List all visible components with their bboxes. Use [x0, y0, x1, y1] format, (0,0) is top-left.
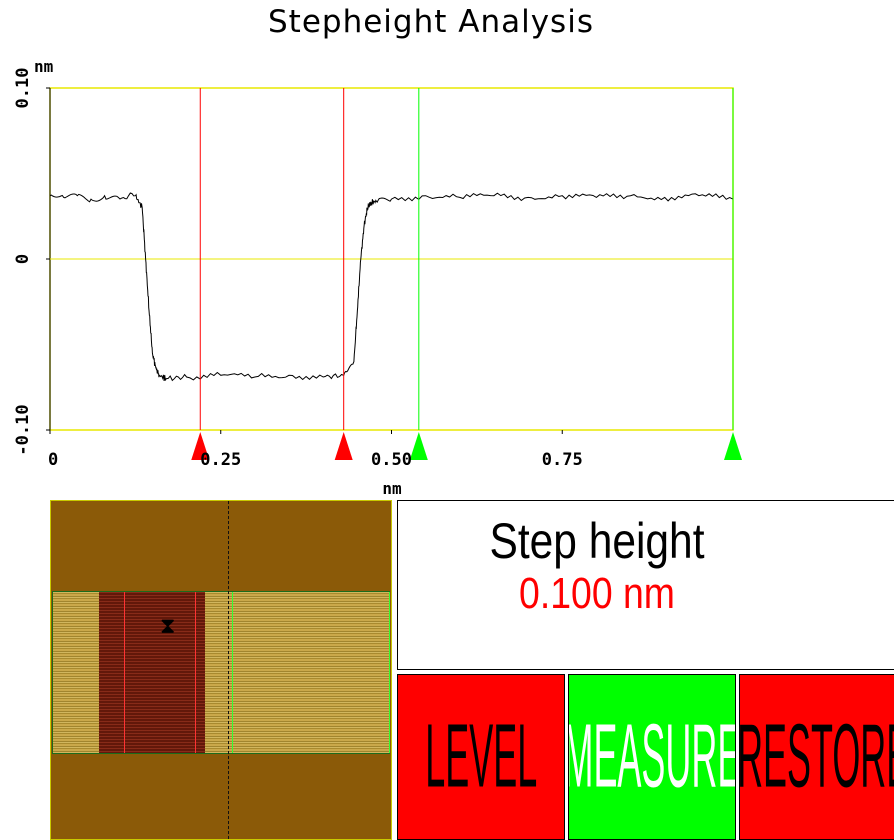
scan-line-2: [232, 592, 233, 753]
scale-bar-icon[interactable]: ⧗: [160, 614, 176, 639]
y-tick-label-0: 0.10: [13, 68, 33, 109]
cursor-marker-1: [334, 432, 353, 460]
cursor-marker-2: [409, 432, 428, 460]
step-height-label: Step height: [489, 513, 705, 569]
x-axis-ticks: 0 0.25 0.50 0.75: [48, 430, 583, 470]
x-axis-label: nm: [382, 479, 402, 498]
restore-button-label: RESTORE: [739, 705, 894, 807]
afm-image-panel[interactable]: [50, 500, 392, 840]
scan-pit-region: [99, 592, 205, 753]
y-axis-label: nm: [34, 57, 54, 76]
cursor-marker-3: [724, 432, 742, 460]
step-height-value: 0.100 nm: [519, 569, 675, 618]
profile-dashed-line[interactable]: [228, 501, 229, 839]
scan-line-0: [124, 592, 125, 753]
y-axis-ticks: 0.10 0 -0.10: [13, 68, 50, 456]
cursor-marker-0: [191, 432, 210, 460]
series-0-line: [49, 192, 734, 382]
y-tick-label-1: 0: [13, 254, 33, 264]
scan-region: [52, 591, 390, 754]
stepheight-chart: 0.10 0 -0.10 0 0.25 0.50 0.75 nm nm: [13, 57, 742, 498]
x-tick-label-3: 0.75: [542, 450, 583, 470]
x-tick-label-1: 0.25: [200, 450, 241, 470]
profile-trace: [49, 192, 734, 382]
restore-button[interactable]: RESTORE: [739, 674, 894, 840]
step-height-result: Step height 0.100 nm: [397, 500, 894, 670]
y-tick-label-2: -0.10: [13, 404, 33, 455]
level-button[interactable]: LEVEL: [397, 674, 565, 840]
chart-cursors: [191, 88, 742, 460]
measure-button[interactable]: MEASURE: [568, 674, 736, 840]
scan-line-3: [389, 592, 390, 753]
level-button-label: LEVEL: [425, 705, 537, 807]
measure-button-label: MEASURE: [568, 705, 736, 807]
x-tick-label-0: 0: [48, 450, 58, 470]
page-title: Stepheight Analysis: [268, 4, 594, 40]
x-tick-label-2: 0.50: [371, 450, 412, 470]
scan-line-1: [195, 592, 196, 753]
